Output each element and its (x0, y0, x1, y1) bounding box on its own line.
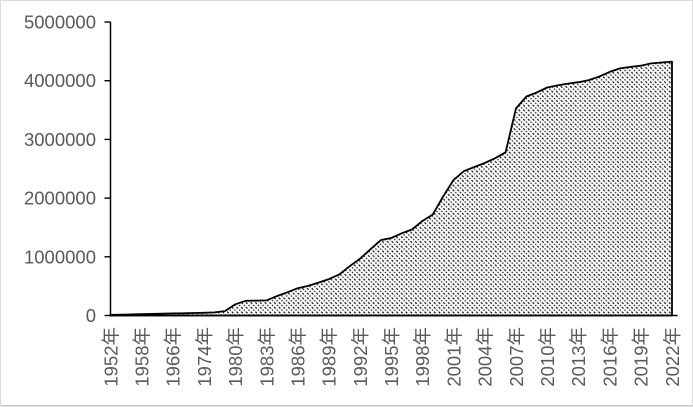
y-axis-tick-label: 3000000 (24, 129, 96, 150)
x-axis-tick-label: 2010年 (537, 327, 558, 387)
x-axis-tick-label: 1958年 (132, 327, 153, 387)
x-axis-tick-label: 1983年 (256, 327, 277, 387)
y-axis-tick-label: 4000000 (24, 70, 96, 91)
x-axis-tick-label: 1989年 (319, 327, 340, 387)
x-axis-tick-label: 2022年 (662, 327, 683, 387)
x-axis-tick-label: 1980年 (225, 327, 246, 387)
x-axis-tick-label: 2019年 (631, 327, 652, 387)
x-axis-tick-label: 2001年 (443, 327, 464, 387)
x-axis-tick-label: 1952年 (100, 327, 121, 387)
x-axis-tick-label: 1974年 (194, 327, 215, 387)
y-axis-tick-label: 5000000 (24, 12, 96, 33)
x-axis-tick-label: 1998年 (412, 327, 433, 387)
x-axis-tick-label: 1966年 (163, 327, 184, 387)
y-axis-tick-label: 2000000 (24, 188, 96, 209)
x-axis-tick-label: 2013年 (568, 327, 589, 387)
y-axis-tick-label: 1000000 (24, 246, 96, 267)
x-axis-tick-label: 2007年 (506, 327, 527, 387)
x-axis-tick-label: 2016年 (599, 327, 620, 387)
area-series (109, 60, 673, 317)
y-axis-tick-label: 0 (86, 305, 96, 326)
x-axis-tick-label: 1992年 (350, 327, 371, 387)
x-axis-tick-label: 1995年 (381, 327, 402, 387)
x-axis-tick-label: 1986年 (288, 327, 309, 387)
x-axis-tick-label: 2004年 (475, 327, 496, 387)
